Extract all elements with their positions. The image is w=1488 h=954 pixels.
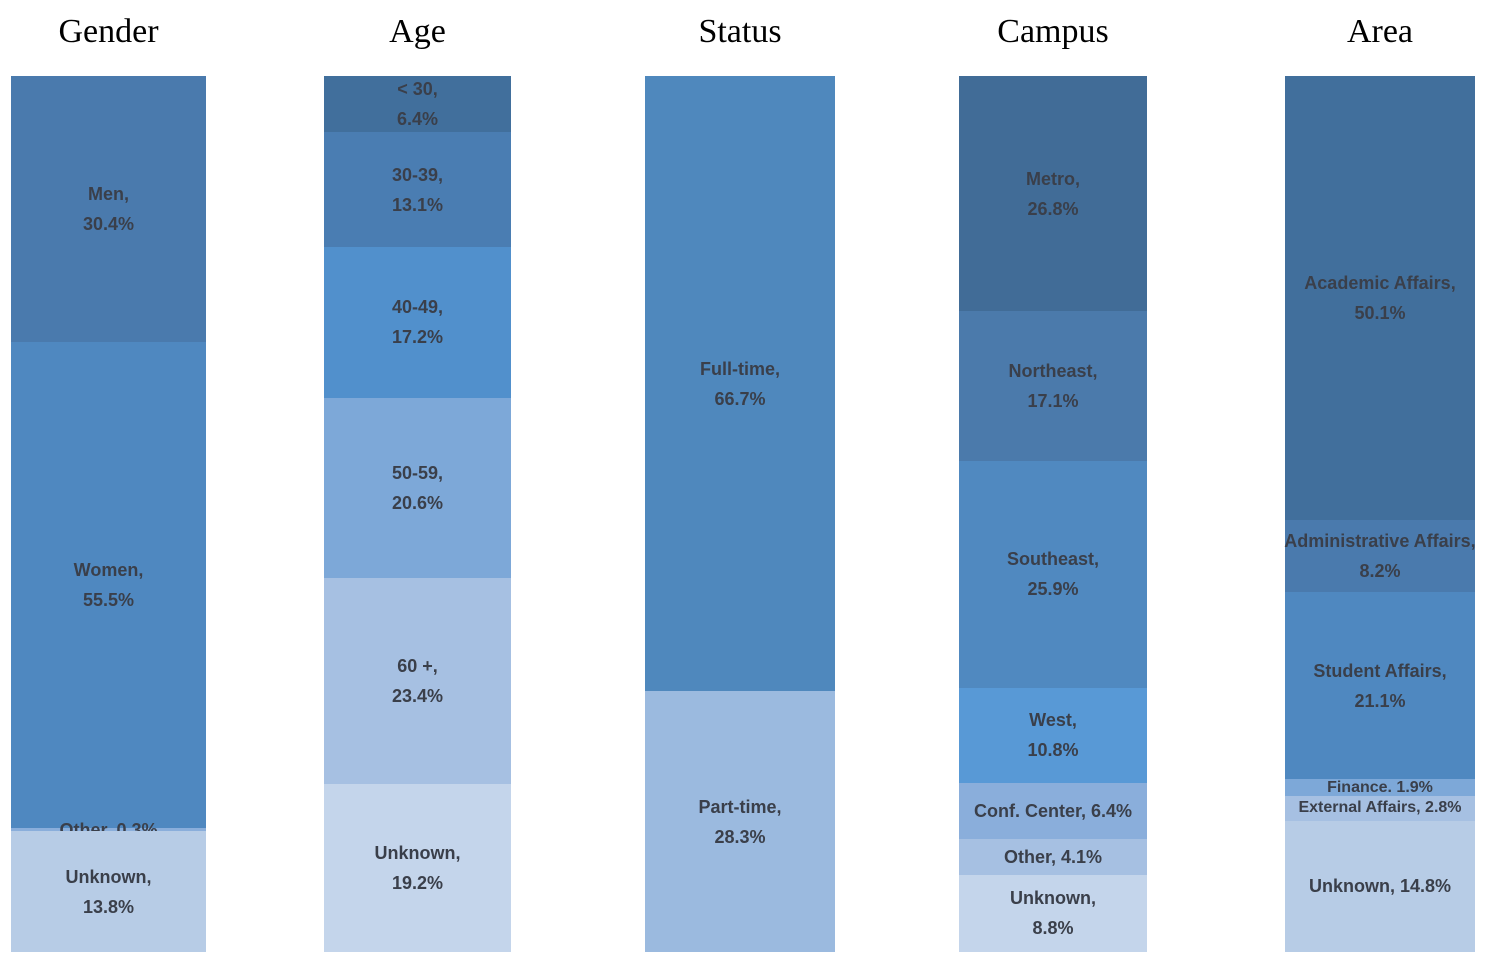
bar-segment: West, 10.8%	[959, 688, 1147, 783]
data-label: Southeast, 25.9%	[1006, 549, 1099, 600]
bar-segment: External Affairs, 2.8%	[1285, 796, 1475, 821]
data-label: Unknown, 14.8%	[1308, 876, 1452, 897]
bar-segment: Unknown, 19.2%	[324, 783, 511, 952]
bar-segment: Finance. 1.9%	[1285, 779, 1475, 797]
data-label: Men, 30.4%	[82, 184, 135, 235]
data-label: Full-time, 66.7%	[700, 358, 780, 409]
data-label: 30-39, 13.1%	[391, 164, 444, 215]
chart-title: Age	[389, 13, 446, 50]
data-label: External Affairs, 2.8%	[1298, 799, 1462, 817]
data-label: Metro, 26.8%	[1026, 168, 1080, 219]
data-label: Student Affairs, 21.1%	[1313, 660, 1447, 711]
bar-segment: Men, 30.4%	[11, 76, 206, 343]
data-label: Administrative Affairs, 8.2%	[1284, 531, 1476, 582]
data-label: 40-49, 17.2%	[391, 297, 444, 348]
data-label: Northeast, 17.1%	[1008, 360, 1098, 411]
bar-segment: Unknown, 8.8%	[959, 874, 1147, 952]
bar-segment: Student Affairs, 21.1%	[1285, 592, 1475, 780]
bar-segment: Unknown, 14.8%	[1285, 820, 1475, 952]
bar-segment: Women, 55.5%	[11, 342, 206, 829]
data-label: Unknown, 13.8%	[65, 866, 152, 917]
data-label: Part-time, 28.3%	[698, 796, 782, 847]
data-label: Unknown, 8.8%	[1010, 888, 1096, 939]
bar-segment: 30-39, 13.1%	[324, 132, 511, 247]
bar-segment: Academic Affairs, 50.1%	[1285, 76, 1475, 520]
data-label: < 30, 6.4%	[396, 79, 439, 130]
data-label: Conf. Center, 6.4%	[973, 800, 1133, 821]
bar-segment: Southeast, 25.9%	[959, 460, 1147, 689]
data-label: Women, 55.5%	[73, 560, 144, 611]
bar-segment: Full-time, 66.7%	[645, 76, 835, 692]
data-label: Academic Affairs, 50.1%	[1304, 272, 1456, 323]
bar-segment: 40-49, 17.2%	[324, 246, 511, 398]
bar-segment: Part-time, 28.3%	[645, 691, 835, 952]
bar-segment: < 30, 6.4%	[324, 76, 511, 133]
chart-title: Status	[698, 13, 782, 50]
chart-title: Gender	[58, 13, 159, 50]
bar-segment: Conf. Center, 6.4%	[959, 782, 1147, 839]
data-label: 60 +, 23.4%	[391, 656, 444, 707]
bar-segment: Other, 4.1%	[959, 838, 1147, 875]
bar-segment: Northeast, 17.1%	[959, 311, 1147, 461]
bar-segment: Administrative Affairs, 8.2%	[1284, 519, 1476, 593]
data-label: West, 10.8%	[1027, 710, 1079, 761]
data-label: Unknown, 19.2%	[374, 842, 461, 893]
chart-title: Campus	[997, 13, 1109, 50]
bar-segment: Metro, 26.8%	[959, 76, 1147, 311]
bar-segment: 60 +, 23.4%	[324, 578, 511, 784]
chart-title: Area	[1346, 13, 1414, 50]
data-label: Other, 4.1%	[1003, 846, 1103, 867]
data-label: Finance. 1.9%	[1327, 778, 1433, 796]
data-label: 50-59, 20.6%	[391, 463, 444, 514]
bar-segment: 50-59, 20.6%	[324, 397, 511, 579]
bar-segment: Unknown, 13.8%	[11, 831, 206, 952]
